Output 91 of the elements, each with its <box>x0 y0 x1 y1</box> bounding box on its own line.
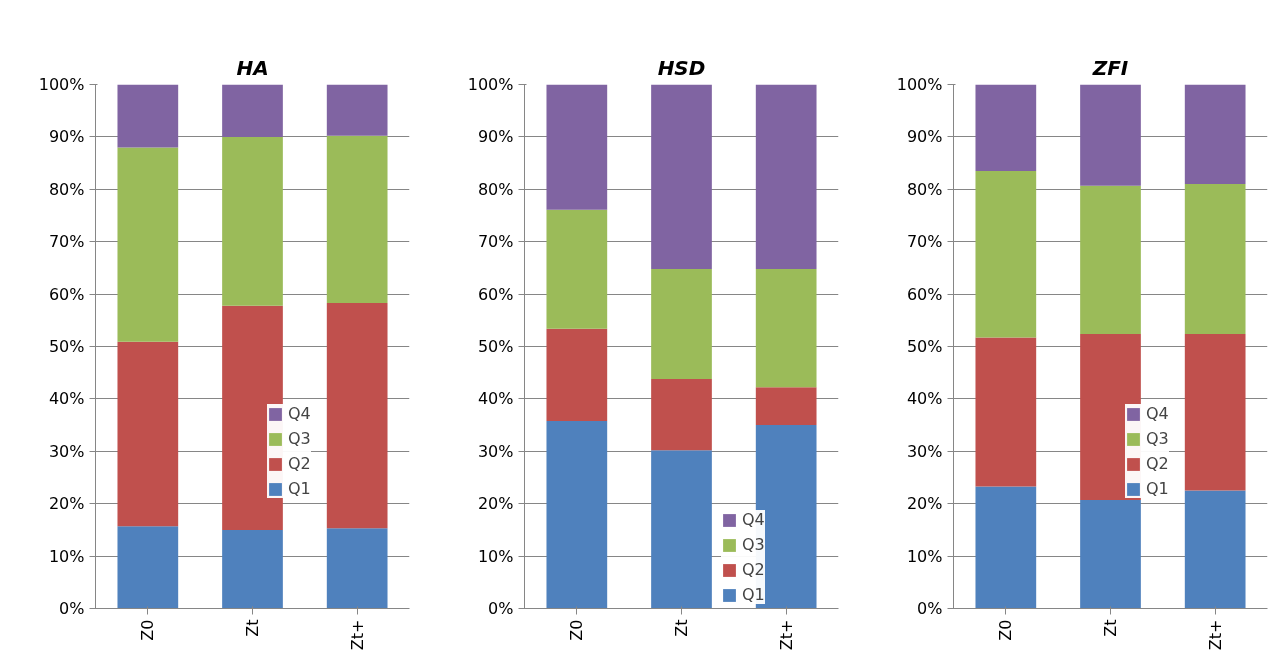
bar <box>755 84 817 269</box>
y-tick-label: 40% <box>477 389 514 409</box>
legend-label: Q2 <box>288 454 311 473</box>
bar <box>117 84 179 148</box>
y-tick-label: 0% <box>59 599 85 618</box>
legend-label: Q4 <box>1146 404 1169 423</box>
bar <box>117 147 179 342</box>
bar <box>755 387 817 426</box>
legend-label: Q4 <box>288 404 311 423</box>
chart-title: HA <box>236 55 269 80</box>
y-tick-label: 20% <box>477 494 514 514</box>
bar <box>975 337 1037 487</box>
bar <box>117 341 179 527</box>
legend-label: Q1 <box>742 585 765 604</box>
y-tick-label: 60% <box>477 284 514 304</box>
bar <box>546 84 608 210</box>
y-tick-label: 20% <box>48 494 85 514</box>
y-tick-label: 100% <box>38 75 85 94</box>
y-tick-label: 30% <box>48 441 85 461</box>
y-tick-label: 90% <box>477 127 514 147</box>
bar <box>1184 84 1246 185</box>
chart-title: HSD <box>657 55 706 80</box>
x-tick-label: Z0 <box>996 619 1016 641</box>
bar <box>1080 84 1141 186</box>
y-tick-label: 80% <box>48 179 85 199</box>
y-tick-label: 70% <box>48 232 85 252</box>
bar <box>326 528 388 609</box>
x-tick-label: Zt+ <box>776 619 796 651</box>
y-tick-label: 70% <box>477 232 514 252</box>
y-tick-label: 50% <box>48 337 85 356</box>
y-tick-label: 80% <box>906 179 943 199</box>
bar <box>546 328 608 421</box>
bar <box>755 268 817 388</box>
bar <box>975 170 1037 338</box>
bar <box>222 84 283 137</box>
bar <box>546 209 608 329</box>
y-tick-label: 10% <box>477 546 514 566</box>
y-tick-label: 10% <box>48 546 85 566</box>
bar <box>975 84 1037 171</box>
bar <box>1184 184 1246 334</box>
legend-label: Q2 <box>1146 454 1169 473</box>
bar <box>975 486 1037 609</box>
bar <box>1184 333 1246 491</box>
y-tick-label: 30% <box>906 441 943 461</box>
bar <box>651 84 712 269</box>
legend-label: Q2 <box>742 560 765 579</box>
y-tick-label: 70% <box>906 232 943 252</box>
bar <box>1080 185 1141 334</box>
y-tick-label: 90% <box>48 127 85 147</box>
legend-label: Q4 <box>742 510 765 529</box>
y-tick-label: 10% <box>906 546 943 566</box>
y-tick-label: 100% <box>467 75 514 94</box>
x-tick-label: Z0 <box>138 619 158 641</box>
legend-label: Q1 <box>288 479 311 498</box>
legend-label: Q3 <box>1146 429 1169 448</box>
bar <box>222 305 283 530</box>
bar <box>117 526 179 609</box>
legend-label: Q3 <box>742 535 765 554</box>
x-tick-label: Zt <box>243 619 262 637</box>
bar <box>1184 490 1246 609</box>
x-tick-label: Zt <box>1101 619 1120 637</box>
y-tick-label: 30% <box>477 441 514 461</box>
x-tick-label: Zt+ <box>1205 619 1225 651</box>
bar <box>546 420 608 609</box>
y-tick-label: 0% <box>488 599 514 618</box>
bar <box>651 268 712 379</box>
y-tick-label: 60% <box>906 284 943 304</box>
legend-label: Q3 <box>288 429 311 448</box>
y-tick-label: 100% <box>896 75 943 94</box>
bar <box>222 529 283 609</box>
bar <box>1080 500 1141 609</box>
bar <box>651 450 712 609</box>
x-tick-label: Zt+ <box>347 619 367 651</box>
y-tick-label: 40% <box>906 389 943 409</box>
y-tick-label: 90% <box>906 127 943 147</box>
x-tick-label: Zt <box>672 619 691 637</box>
bar <box>222 136 283 306</box>
y-tick-label: 40% <box>48 389 85 409</box>
chart-title: ZFI <box>1091 55 1129 80</box>
y-tick-label: 20% <box>906 494 943 514</box>
bar <box>326 135 388 304</box>
x-tick-label: Z0 <box>567 619 587 641</box>
y-tick-label: 60% <box>48 284 85 304</box>
bar <box>651 378 712 451</box>
y-tick-label: 0% <box>917 599 943 618</box>
legend-label: Q1 <box>1146 479 1169 498</box>
y-tick-label: 50% <box>906 337 943 356</box>
y-tick-label: 50% <box>477 337 514 356</box>
y-tick-label: 80% <box>477 179 514 199</box>
bar <box>326 303 388 529</box>
bar <box>326 84 388 136</box>
